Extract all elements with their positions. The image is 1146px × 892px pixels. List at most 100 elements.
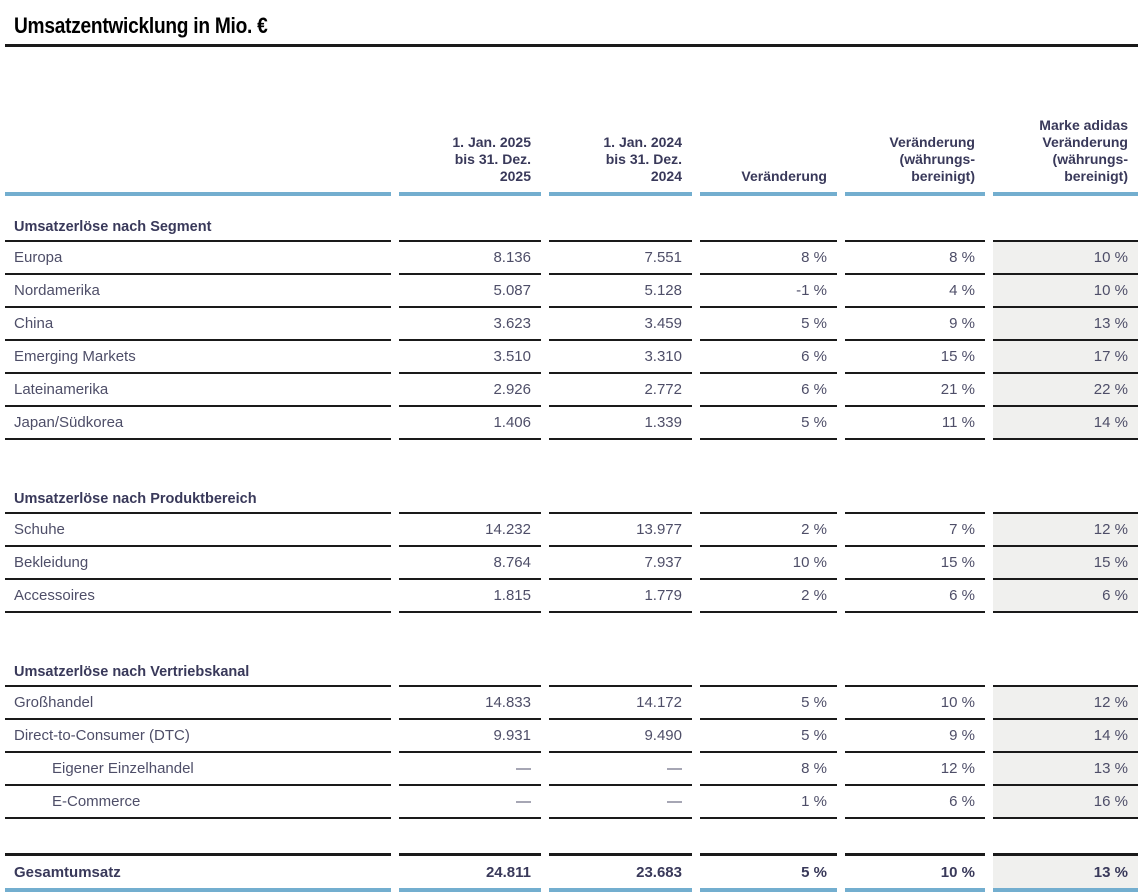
- cell-v2025: 14.833: [399, 687, 541, 720]
- cell-v2024: 1.779: [549, 580, 692, 613]
- row-label: Lateinamerika: [5, 374, 391, 407]
- table-row: China 3.623 3.459 5 % 9 % 13 %: [5, 308, 1138, 341]
- cell-change: 2 %: [700, 514, 837, 547]
- row-label: Bekleidung: [5, 547, 391, 580]
- cell-v2024: 13.977: [549, 514, 692, 547]
- total-row: Gesamtumsatz 24.811 23.683 5 % 10 % 13 %: [5, 853, 1138, 892]
- total-label: Gesamtumsatz: [5, 853, 391, 892]
- table-row: Nordamerika 5.087 5.128 -1 % 4 % 10 %: [5, 275, 1138, 308]
- table-row: Direct-to-Consumer (DTC) 9.931 9.490 5 % 9 %…: [5, 720, 1138, 753]
- total-cell-v2025: 24.811: [399, 853, 541, 892]
- row-label: Emerging Markets: [5, 341, 391, 374]
- cell-v2024: 7.937: [549, 547, 692, 580]
- table-row: Großhandel 14.833 14.172 5 % 10 % 12 %: [5, 687, 1138, 720]
- cell-change: -1 %: [700, 275, 837, 308]
- cell-change_cc: 15 %: [845, 341, 985, 374]
- cell-change_cc: 12 %: [845, 753, 985, 786]
- row-label: Japan/Südkorea: [5, 407, 391, 440]
- cell-brand_cc: 6 %: [993, 580, 1138, 613]
- row-label: Accessoires: [5, 580, 391, 613]
- cell-v2025: 1.815: [399, 580, 541, 613]
- cell-brand_cc: 10 %: [993, 275, 1138, 308]
- section-heading-empty-cell: [700, 641, 837, 687]
- section-heading-row: Umsatzerlöse nach Produktbereich: [5, 468, 1138, 514]
- header-period-2025: 1. Jan. 2025 bis 31. Dez. 2025: [399, 47, 541, 196]
- cell-change: 6 %: [700, 341, 837, 374]
- section-heading-empty-cell: [845, 468, 985, 514]
- cell-change_cc: 7 %: [845, 514, 985, 547]
- cell-v2025: 3.623: [399, 308, 541, 341]
- cell-v2024: 2.772: [549, 374, 692, 407]
- title-block: Umsatzentwicklung in Mio. €: [0, 0, 1146, 39]
- cell-v2024: —: [549, 786, 692, 819]
- total-cell-change: 5 %: [700, 853, 837, 892]
- cell-change: 2 %: [700, 580, 837, 613]
- row-label: China: [5, 308, 391, 341]
- cell-brand_cc: 15 %: [993, 547, 1138, 580]
- cell-change_cc: 10 %: [845, 687, 985, 720]
- table-row: Eigener Einzelhandel — —8 % 12 % 13 %: [5, 753, 1138, 786]
- table-row: Europa 8.136 7.551 8 % 8 % 10 %: [5, 242, 1138, 275]
- section-spacer: [5, 440, 1138, 468]
- header-brand-change-currency-neutral: Marke adidas Veränderung (währungs- bere…: [993, 47, 1138, 196]
- cell-v2025: 8.136: [399, 242, 541, 275]
- cell-change_cc: 11 %: [845, 407, 985, 440]
- cell-brand_cc: 22 %: [993, 374, 1138, 407]
- total-cell-v2024: 23.683: [549, 853, 692, 892]
- section-heading: Umsatzerlöse nach Vertriebskanal: [5, 641, 391, 687]
- row-label: Nordamerika: [5, 275, 391, 308]
- cell-change: 10 %: [700, 547, 837, 580]
- cell-v2025: 1.406: [399, 407, 541, 440]
- cell-change_cc: 9 %: [845, 308, 985, 341]
- cell-brand_cc: 12 %: [993, 514, 1138, 547]
- table-row: Japan/Südkorea 1.406 1.339 5 % 11 % 14 %: [5, 407, 1138, 440]
- table-row: E-Commerce — —1 % 6 % 16 %: [5, 786, 1138, 819]
- section-heading-empty-cell: [549, 196, 692, 242]
- section-heading-empty-cell: [993, 468, 1138, 514]
- cell-v2025: 8.764: [399, 547, 541, 580]
- section-heading-row: Umsatzerlöse nach Segment: [5, 196, 1138, 242]
- header-change-currency-neutral: Veränderung (währungs- bereinigt): [845, 47, 985, 196]
- cell-v2025: 14.232: [399, 514, 541, 547]
- cell-v2025: —: [399, 753, 541, 786]
- cell-v2024: —: [549, 753, 692, 786]
- header-period-2024: 1. Jan. 2024 bis 31. Dez. 2024: [549, 47, 692, 196]
- revenue-table: 1. Jan. 2025 bis 31. Dez. 2025 1. Jan. 2…: [0, 47, 1146, 892]
- header-row: 1. Jan. 2025 bis 31. Dez. 2025 1. Jan. 2…: [5, 47, 1138, 196]
- header-empty-cell: [5, 47, 391, 196]
- section-heading-empty-cell: [399, 468, 541, 514]
- cell-v2025: 9.931: [399, 720, 541, 753]
- section-heading-empty-cell: [845, 641, 985, 687]
- row-label: Schuhe: [5, 514, 391, 547]
- cell-brand_cc: 13 %: [993, 308, 1138, 341]
- section-heading-empty-cell: [549, 468, 692, 514]
- cell-v2024: 3.459: [549, 308, 692, 341]
- section-heading-empty-cell: [700, 196, 837, 242]
- cell-v2024: 1.339: [549, 407, 692, 440]
- cell-v2024: 5.128: [549, 275, 692, 308]
- cell-change_cc: 8 %: [845, 242, 985, 275]
- section-heading-empty-cell: [993, 196, 1138, 242]
- cell-change_cc: 6 %: [845, 580, 985, 613]
- cell-brand_cc: 12 %: [993, 687, 1138, 720]
- cell-change_cc: 4 %: [845, 275, 985, 308]
- cell-brand_cc: 17 %: [993, 341, 1138, 374]
- row-label: Eigener Einzelhandel: [5, 753, 391, 786]
- cell-v2024: 9.490: [549, 720, 692, 753]
- row-label: Großhandel: [5, 687, 391, 720]
- header-change: Veränderung: [700, 47, 837, 196]
- cell-change: 5 %: [700, 720, 837, 753]
- section-heading-empty-cell: [993, 641, 1138, 687]
- title-rule: [5, 44, 1138, 47]
- total-spacer: [5, 819, 1138, 853]
- cell-brand_cc: 10 %: [993, 242, 1138, 275]
- section-heading-empty-cell: [700, 468, 837, 514]
- cell-change_cc: 6 %: [845, 786, 985, 819]
- cell-change_cc: 15 %: [845, 547, 985, 580]
- cell-change_cc: 9 %: [845, 720, 985, 753]
- section-heading-empty-cell: [549, 641, 692, 687]
- section-heading: Umsatzerlöse nach Segment: [5, 196, 391, 242]
- cell-v2024: 14.172: [549, 687, 692, 720]
- cell-change: 5 %: [700, 687, 837, 720]
